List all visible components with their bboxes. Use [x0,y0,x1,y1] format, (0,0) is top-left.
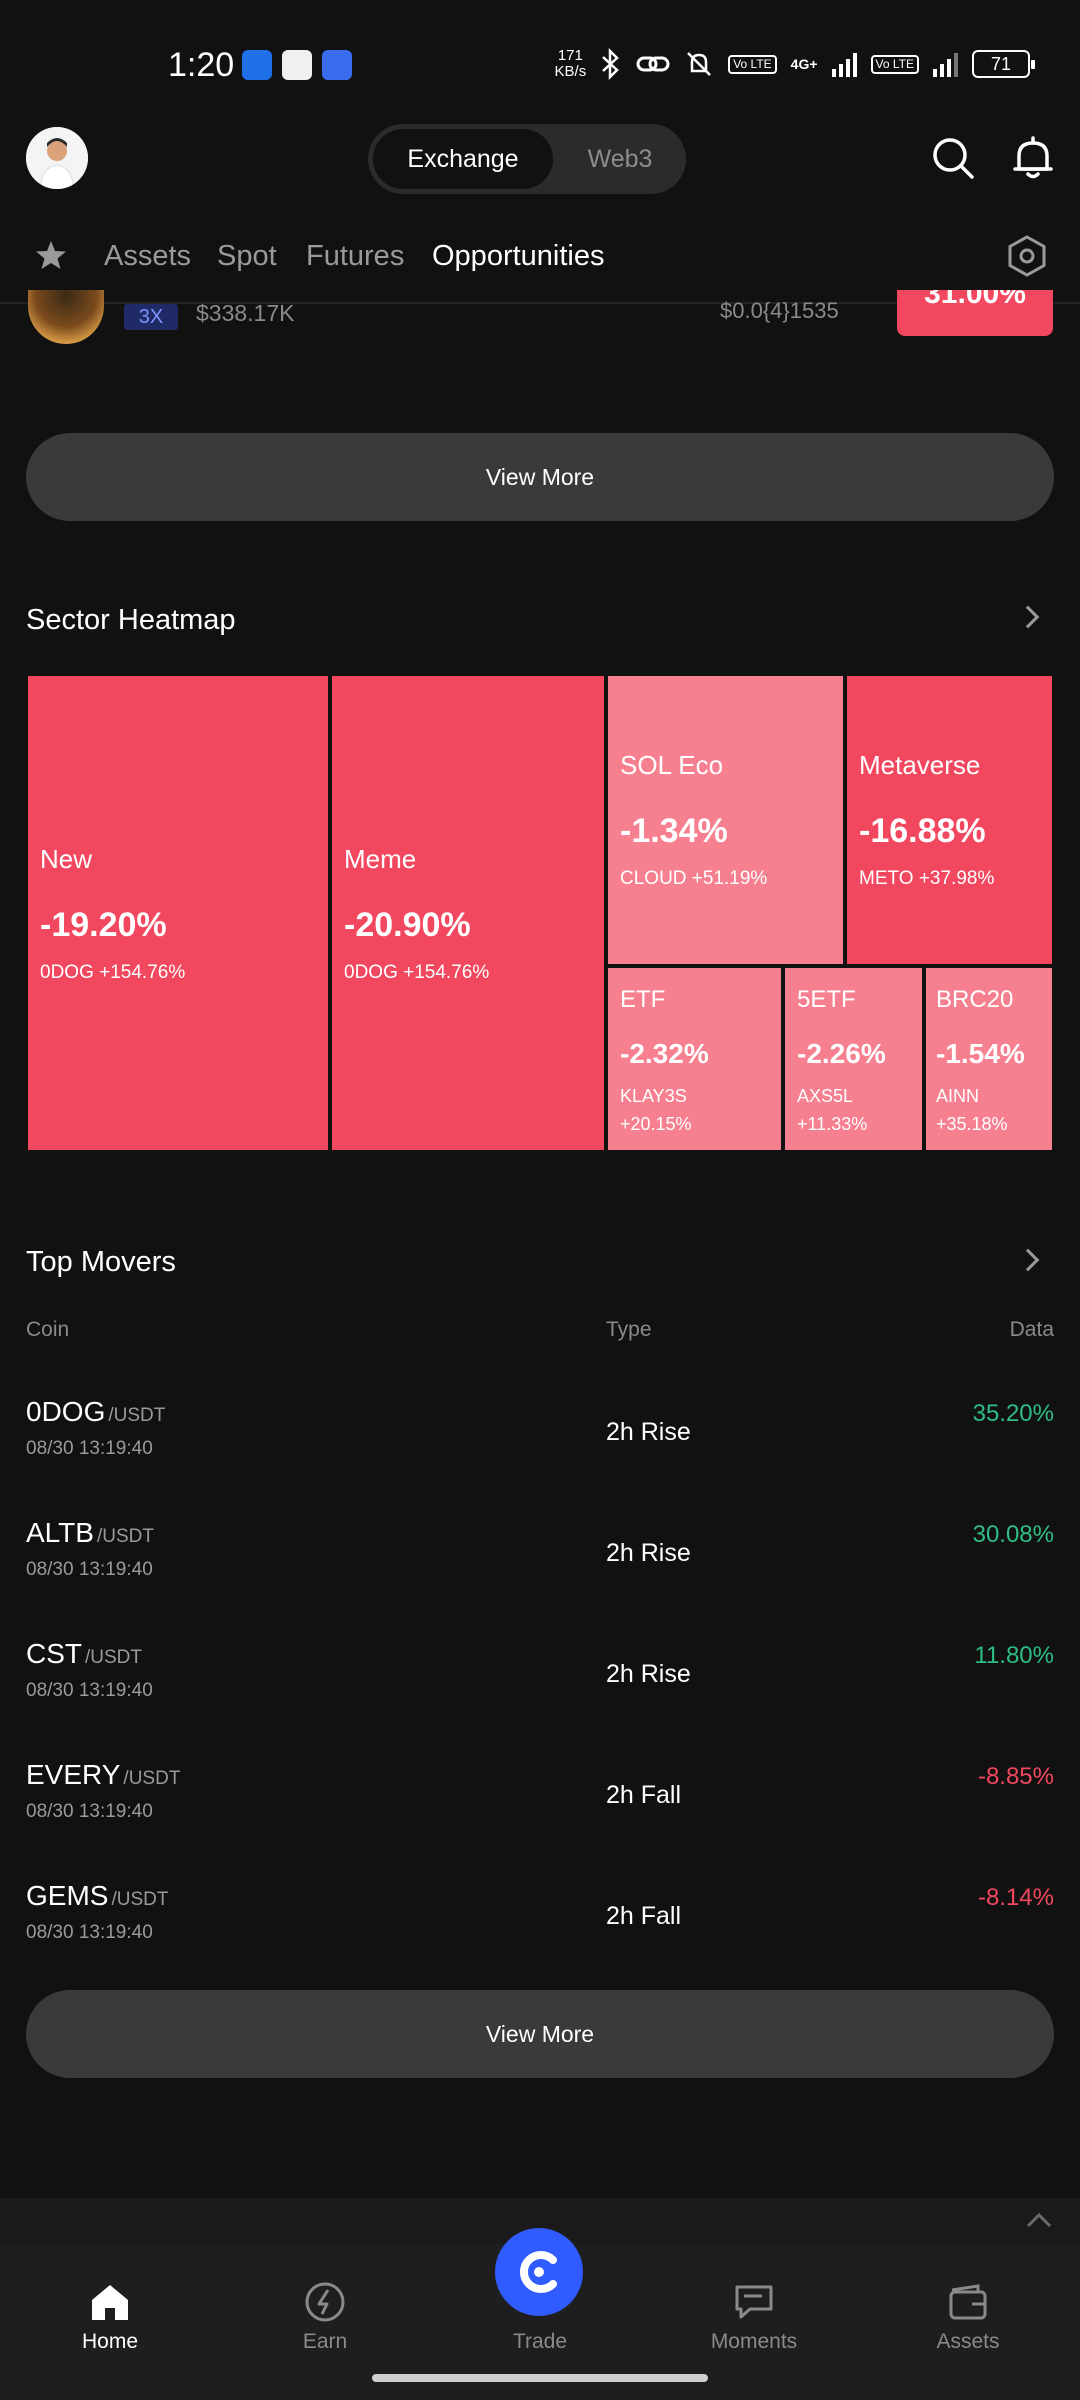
mover-type: 2h Fall [606,1902,682,1930]
column-header-type: Type [606,1318,652,1341]
nav-earn[interactable]: Earn [225,2244,425,2400]
signal-bars-1 [831,51,857,77]
tab-futures[interactable]: Futures [306,240,405,272]
settings-hex-icon[interactable] [1005,234,1049,278]
table-row[interactable]: EVERY/USDT 08/30 13:19:40 2h Fall -8.85% [0,1759,1080,1879]
tab-spot[interactable]: Spot [217,240,277,272]
mover-type: 2h Rise [606,1418,691,1446]
nav-moments[interactable]: Moments [654,2244,854,2400]
table-row[interactable]: CST/USDT 08/30 13:19:40 2h Rise 11.80% [0,1638,1080,1758]
coin-symbol: GEMS/USDT [26,1880,169,1911]
segment-exchange[interactable]: Exchange [373,129,553,189]
sector-heatmap-title: Sector Heatmap [26,604,236,636]
wallet-icon [949,2284,987,2320]
mover-time: 08/30 13:19:40 [26,1438,153,1459]
heatmap-tile-5etf[interactable]: 5ETF -2.26% AXS5L +11.33% [785,968,922,1150]
heatmap-tile-brc20[interactable]: BRC20 -1.54% AINN +35.18% [926,968,1052,1150]
leverage-badge: 3X [124,304,178,330]
coin-logo-icon [28,290,104,344]
avatar[interactable] [26,127,88,189]
heatmap-tile-meme[interactable]: Meme -20.90% 0DOG +154.76% [332,676,604,1150]
chevron-up-icon[interactable] [1024,2210,1054,2230]
mover-time: 08/30 13:19:40 [26,1680,153,1701]
bing-app-icon [242,50,272,80]
view-more-button-1[interactable]: View More [26,433,1054,521]
coin-symbol: ALTB/USDT [26,1517,154,1548]
link-app-icon [322,50,352,80]
bell-icon[interactable] [1010,135,1056,181]
tab-assets[interactable]: Assets [104,240,192,272]
paytm-app-icon [282,50,312,80]
mover-type: 2h Rise [606,1539,691,1567]
nav-home[interactable]: Home [10,2244,210,2400]
nav-trade[interactable]: Trade [512,2330,568,2353]
mover-value: -8.14% [977,1884,1054,1911]
column-header-data: Data [1009,1318,1054,1341]
table-row[interactable]: ALTB/USDT 08/30 13:19:40 2h Rise 30.08% [0,1517,1080,1637]
mover-type: 2h Rise [606,1660,691,1688]
segment-web3[interactable]: Web3 [587,145,653,173]
chevron-right-icon[interactable] [1016,605,1040,629]
tabs-divider [0,302,1080,304]
tab-opportunities[interactable]: Opportunities [432,240,605,272]
mover-time: 08/30 13:19:40 [26,1801,153,1822]
price-value: $0.0{4}1535 [720,298,839,323]
hotspot-link-icon [636,56,670,72]
status-bar: 1:20 171 KB/s Vo LTE 4G+ Vo LTE 71 [0,0,1080,120]
mover-type: 2h Fall [606,1781,682,1809]
coin-symbol: EVERY/USDT [26,1759,181,1790]
star-icon[interactable] [34,238,68,272]
home-indicator[interactable] [372,2374,708,2382]
column-header-coin: Coin [26,1318,70,1341]
heatmap-tile-sol-eco[interactable]: SOL Eco -1.34% CLOUD +51.19% [608,676,843,964]
heatmap-tile-new[interactable]: New -19.20% 0DOG +154.76% [28,676,328,1150]
coin-symbol: 0DOG/USDT [26,1396,166,1427]
avatar-person-icon [26,127,88,189]
mover-value: 35.20% [972,1400,1054,1427]
bluetooth-icon [602,48,620,80]
mover-value: 30.08% [972,1521,1054,1548]
network-type: 4G+ [790,56,818,72]
table-row[interactable]: GEMS/USDT 08/30 13:19:40 2h Fall -8.14% [0,1880,1080,2000]
status-time: 1:20 [168,46,235,84]
network-speed: 171 KB/s [554,47,587,80]
heatmap-tile-metaverse[interactable]: Metaverse -16.88% METO +37.98% [847,676,1052,964]
mover-time: 08/30 13:19:40 [26,1922,153,1943]
change-chip[interactable]: 31.00% [897,290,1053,336]
top-movers-title: Top Movers [26,1246,176,1278]
chevron-right-icon[interactable] [1016,1248,1040,1272]
market-tabs: Assets Spot Futures Opportunities [0,232,1080,302]
mute-bell-icon [687,52,712,76]
coin-symbol: CST/USDT [26,1638,142,1669]
signal-bars-2 [933,51,958,77]
earn-icon [305,2282,345,2322]
mover-time: 08/30 13:19:40 [26,1559,153,1580]
moments-icon [735,2285,773,2319]
status-indicators: 171 KB/s Vo LTE 4G+ Vo LTE 71 [554,47,1035,80]
trade-icon [519,2251,557,2293]
table-row[interactable]: 0DOG/USDT 08/30 13:19:40 2h Rise 35.20% [0,1396,1080,1516]
view-more-button-2[interactable]: View More [26,1990,1054,2078]
volume-value: $338.17K [196,300,295,326]
mover-value: -8.85% [977,1763,1054,1790]
volte-badge-2: Vo LTE [870,54,919,74]
mover-value: 11.80% [974,1642,1054,1669]
volte-badge: Vo LTE [728,54,777,74]
heatmap-tile-etf[interactable]: ETF -2.32% KLAY3S +20.15% [608,968,781,1150]
trade-button[interactable] [495,2228,583,2316]
nav-assets[interactable]: Assets [868,2244,1068,2400]
search-icon[interactable] [930,135,976,181]
home-icon [92,2285,128,2320]
exchange-web3-switch: Exchange Web3 [368,124,686,194]
battery-indicator: 71 [972,50,1035,78]
